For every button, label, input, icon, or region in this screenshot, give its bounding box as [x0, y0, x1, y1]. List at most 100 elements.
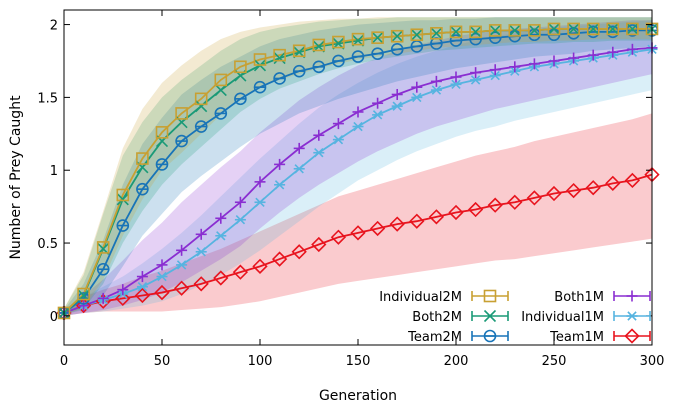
x-tick-label: 250: [542, 354, 567, 369]
point-team1m: [311, 236, 327, 253]
point-team2m: [488, 31, 502, 44]
point-both1m: [489, 64, 501, 76]
point-individual1m: [234, 215, 246, 225]
point-individual2m: [77, 287, 90, 301]
x-tick-label: 100: [248, 354, 273, 369]
point-individual1m: [489, 70, 501, 81]
x-tick-label: 50: [154, 354, 171, 369]
point-both2m: [587, 22, 600, 36]
point-team1m: [213, 270, 229, 286]
point-team2m: [253, 80, 267, 94]
legend-marker-team2m: [483, 329, 497, 343]
point-individual2m: [449, 25, 463, 39]
point-individual1m: [430, 85, 442, 95]
point-individual2m: [567, 22, 580, 36]
point-team1m: [232, 264, 249, 280]
point-individual2m: [430, 27, 443, 40]
band-team2m: [64, 17, 652, 315]
point-individual1m: [195, 247, 207, 257]
point-individual2m: [488, 24, 502, 37]
point-team1m: [409, 213, 425, 229]
x-tick-labels: 0 50 100 150 200 250 300: [60, 354, 665, 369]
point-individual1m: [136, 282, 148, 292]
point-both1m: [528, 58, 540, 70]
point-individual1m: [411, 92, 423, 103]
legend-label-both2m: Both2M: [412, 310, 462, 325]
band-team1m: [64, 113, 652, 316]
legend-marker-both2m: [483, 309, 497, 323]
point-team2m: [469, 32, 482, 46]
point-individual1m: [352, 121, 364, 132]
point-both2m: [195, 100, 208, 113]
point-team2m: [390, 43, 404, 56]
point-both1m: [254, 176, 266, 188]
point-team2m: [116, 219, 130, 232]
point-both1m: [274, 158, 286, 170]
legend-label-individual1m: Individual1M: [521, 310, 604, 325]
point-team1m: [350, 225, 366, 241]
point-both1m: [470, 67, 482, 79]
point-individual2m: [586, 22, 600, 36]
y-tick-label: 1.5: [37, 91, 58, 106]
point-individual2m: [371, 31, 384, 44]
band-individual2m: [64, 17, 652, 315]
point-individual1m: [470, 75, 482, 85]
legend-label-individual2m: Individual2M: [379, 290, 462, 305]
point-both1m: [97, 292, 109, 304]
point-individual2m: [214, 73, 228, 87]
point-both1m: [568, 52, 580, 64]
point-both1m: [587, 49, 599, 61]
point-individual2m: [410, 28, 424, 42]
point-individual1m: [274, 180, 286, 190]
x-tick-label: 150: [346, 354, 371, 369]
point-team1m: [154, 284, 170, 301]
point-both1m: [450, 71, 462, 83]
point-team1m: [115, 290, 131, 307]
point-individual2m: [547, 22, 561, 36]
point-team1m: [252, 258, 268, 274]
point-both1m: [156, 259, 168, 271]
point-team1m: [193, 276, 209, 292]
legend-marker-both1m: [626, 290, 638, 302]
point-team2m: [234, 92, 247, 106]
legend-label-both1m: Both1M: [554, 290, 604, 305]
point-team2m: [214, 107, 228, 120]
point-individual2m: [175, 107, 188, 120]
point-team2m: [312, 60, 326, 74]
point-team1m: [389, 216, 405, 232]
point-individual2m: [351, 32, 365, 46]
point-team1m: [428, 209, 445, 225]
point-both1m: [332, 118, 344, 130]
point-individual2m: [116, 188, 130, 202]
point-both1m: [195, 228, 207, 240]
point-both1m: [430, 75, 442, 87]
point-team1m: [526, 190, 543, 206]
legend-label-team2m: Team2M: [407, 330, 462, 345]
point-both2m: [391, 30, 404, 43]
axis-ticks: [63, 10, 653, 345]
point-both2m: [626, 22, 639, 36]
legend-marker-individual2m: [483, 289, 497, 303]
point-team2m: [430, 37, 443, 50]
point-team2m: [273, 72, 286, 85]
y-tick-label: 0: [50, 310, 58, 325]
point-team1m: [585, 180, 601, 196]
legend: Individual2M Both2M Team2M Both1M Individual…: [379, 289, 651, 345]
point-team1m: [507, 194, 523, 210]
y-tick-labels: 0 0.5 1 1.5 2: [37, 19, 58, 325]
point-both1m: [215, 212, 227, 224]
point-individual2m: [96, 241, 110, 254]
point-team1m: [624, 172, 641, 189]
point-team2m: [136, 182, 149, 196]
point-team1m: [75, 298, 92, 314]
point-individual1m: [293, 164, 305, 174]
point-individual1m: [254, 197, 266, 207]
point-both1m: [234, 196, 246, 208]
point-team1m: [369, 220, 386, 237]
point-both1m: [352, 106, 364, 118]
point-both1m: [411, 81, 423, 93]
point-individual2m: [292, 44, 306, 58]
point-team2m: [449, 34, 463, 47]
point-both1m: [117, 284, 129, 296]
